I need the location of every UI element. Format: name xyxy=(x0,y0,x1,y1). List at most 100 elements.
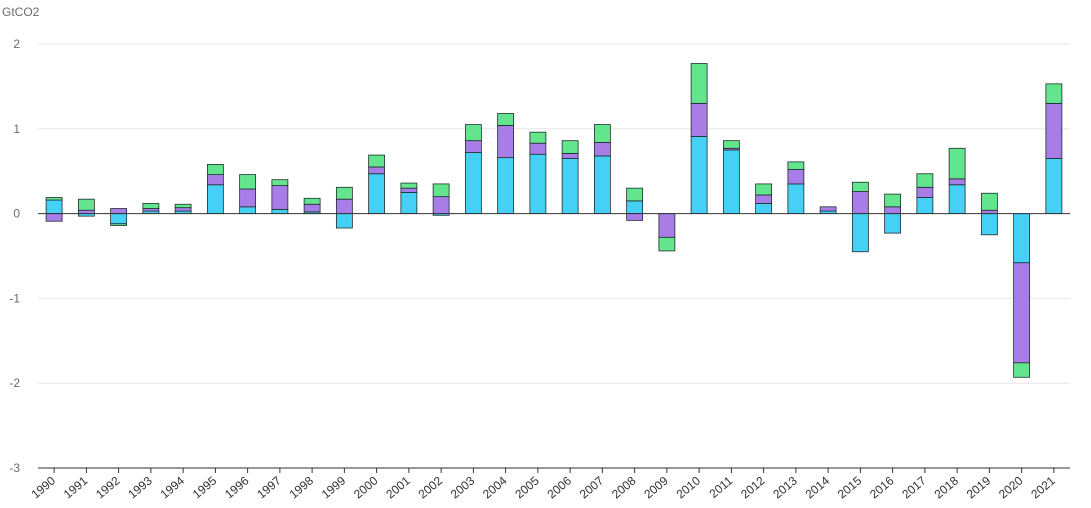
bar-2015-series-1 xyxy=(851,213,869,253)
bar-2006-series-3 xyxy=(561,140,579,154)
bar-1993-series-3 xyxy=(142,203,160,209)
bar-2016-series-1 xyxy=(884,213,902,234)
bar-2011-series-3 xyxy=(722,140,740,149)
y-tick-label: -1 xyxy=(9,291,20,305)
bar-1996-series-3 xyxy=(239,174,257,190)
bar-2010-series-3 xyxy=(690,63,708,104)
bar-2008-series-1 xyxy=(626,200,644,215)
bar-1997-series-1 xyxy=(271,208,289,215)
bar-2001-series-2 xyxy=(400,187,418,193)
bar-2012-series-1 xyxy=(755,203,773,214)
bar-2005-series-3 xyxy=(529,131,547,144)
bar-1992-series-3 xyxy=(110,223,128,226)
x-tick-label: 2010 xyxy=(674,473,704,501)
bar-2018-series-3 xyxy=(948,147,966,180)
bar-2015-series-3 xyxy=(851,181,869,192)
bar-2006-series-2 xyxy=(561,152,579,159)
bar-2021-series-3 xyxy=(1045,83,1063,104)
x-tick-label: 2019 xyxy=(964,473,994,501)
bar-2002-series-2 xyxy=(432,196,450,214)
bar-2007-series-2 xyxy=(593,141,611,157)
x-tick-label: 2011 xyxy=(707,473,736,501)
x-tick-label: 2001 xyxy=(383,473,413,501)
bar-2008-series-2 xyxy=(626,213,644,221)
bar-2001-series-3 xyxy=(400,182,418,189)
x-tick-label: 2015 xyxy=(835,473,865,501)
bar-1990-series-1 xyxy=(45,199,63,214)
x-tick-label: 1998 xyxy=(287,473,317,501)
bar-2013-series-2 xyxy=(787,169,805,185)
bar-2017-series-3 xyxy=(916,173,934,188)
x-tick-labels: 1990 1991 1992 1993 1994 1995 1996 1997 1998 1999… xyxy=(29,468,1058,501)
bar-2007-series-1 xyxy=(593,155,611,215)
x-tick-label: 2016 xyxy=(867,473,897,501)
bar-2020-series-2 xyxy=(1013,262,1031,364)
bar-2005-series-1 xyxy=(529,153,547,215)
bar-1992-series-2 xyxy=(110,208,128,214)
bars xyxy=(45,63,1063,378)
bar-2015-series-2 xyxy=(851,191,869,215)
bar-1994-series-2 xyxy=(174,207,192,212)
bar-2012-series-3 xyxy=(755,183,773,196)
bar-1994-series-3 xyxy=(174,203,192,209)
y-tick-label: 1 xyxy=(13,122,20,136)
bar-1990-series-3 xyxy=(45,197,63,201)
y-tick-label: 0 xyxy=(13,207,20,221)
bar-2001-series-1 xyxy=(400,191,418,214)
bar-1997-series-3 xyxy=(271,179,289,187)
x-tick-label: 2008 xyxy=(609,473,639,501)
bar-2013-series-1 xyxy=(787,183,805,214)
x-tick-label: 1991 xyxy=(61,473,91,501)
bar-2010-series-2 xyxy=(690,102,708,137)
bar-2003-series-2 xyxy=(464,140,482,153)
x-tick-label: 2017 xyxy=(899,473,929,501)
bar-2003-series-3 xyxy=(464,124,482,142)
bar-2017-series-2 xyxy=(916,186,934,198)
bar-1999-series-3 xyxy=(335,186,353,200)
x-tick-label: 2000 xyxy=(351,473,381,501)
x-tick-label: 1995 xyxy=(190,473,220,501)
x-tick-label: 2020 xyxy=(996,473,1026,501)
bar-1991-series-2 xyxy=(77,209,95,214)
y-axis-label: GtCO2 xyxy=(2,5,40,19)
bar-2005-series-2 xyxy=(529,142,547,155)
x-tick-label: 1996 xyxy=(222,473,252,501)
x-tick-label: 1994 xyxy=(158,473,188,501)
bar-2006-series-1 xyxy=(561,158,579,214)
x-tick-label: 2002 xyxy=(416,473,446,501)
x-tick-label: 2013 xyxy=(770,473,800,501)
y-tick-labels: 2 1 0 -1 -2 -3 xyxy=(9,37,20,475)
bar-2000-series-1 xyxy=(368,173,386,215)
x-tick-label: 2018 xyxy=(932,473,962,501)
x-tick-label: 1993 xyxy=(125,473,155,501)
x-tick-label: 2007 xyxy=(577,473,607,501)
bar-1992-series-1 xyxy=(110,213,128,225)
y-tick-label: 2 xyxy=(13,37,20,51)
x-tick-label: 2012 xyxy=(738,473,768,501)
bar-2020-series-3 xyxy=(1013,362,1031,378)
bar-2004-series-1 xyxy=(497,157,515,215)
bar-2002-series-3 xyxy=(432,183,450,198)
bar-2013-series-3 xyxy=(787,161,805,170)
bar-2000-series-2 xyxy=(368,166,386,175)
bar-2017-series-1 xyxy=(916,197,934,215)
bar-2019-series-2 xyxy=(980,209,998,214)
x-tick-label: 2005 xyxy=(512,473,542,501)
bar-2018-series-2 xyxy=(948,178,966,186)
bar-2000-series-3 xyxy=(368,154,386,168)
bar-2012-series-2 xyxy=(755,194,773,204)
x-tick-label: 2009 xyxy=(641,473,671,501)
bar-2019-series-1 xyxy=(980,213,998,236)
bar-1990-series-2 xyxy=(45,213,63,222)
x-tick-label: 1999 xyxy=(319,473,349,501)
gridlines xyxy=(38,43,1070,469)
bar-1996-series-2 xyxy=(239,188,257,208)
bar-1998-series-2 xyxy=(303,203,321,213)
bar-2009-series-2 xyxy=(658,213,676,238)
bar-1995-series-3 xyxy=(206,164,224,175)
x-tick-label: 2004 xyxy=(480,473,510,501)
x-tick-label: 2021 xyxy=(1028,473,1058,501)
bar-1991-series-3 xyxy=(77,198,95,211)
x-tick-label: 1990 xyxy=(29,473,59,501)
